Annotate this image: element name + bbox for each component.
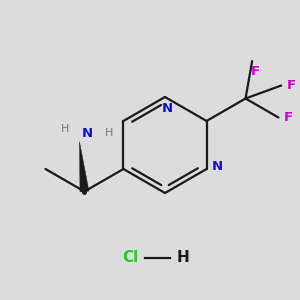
Text: F: F — [284, 111, 293, 124]
Text: N: N — [82, 127, 93, 140]
Polygon shape — [80, 142, 89, 192]
Text: N: N — [161, 103, 172, 116]
Text: Cl: Cl — [122, 250, 138, 266]
Text: H: H — [177, 250, 189, 266]
Text: F: F — [250, 64, 260, 78]
Text: F: F — [287, 79, 296, 92]
Text: N: N — [212, 160, 223, 173]
Text: H: H — [61, 124, 70, 134]
Text: H: H — [105, 128, 114, 139]
